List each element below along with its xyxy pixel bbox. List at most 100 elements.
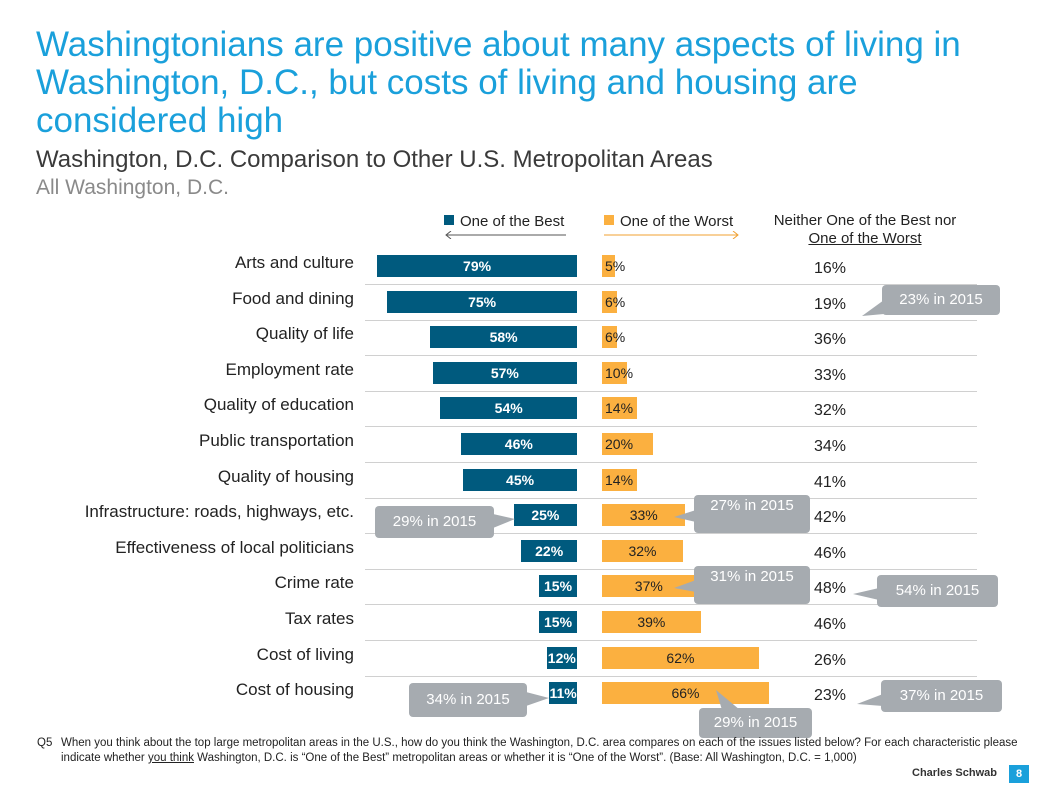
- bar-worst-label: 10%: [605, 365, 634, 381]
- bar-worst: [602, 540, 683, 562]
- bar-worst-label: 6%: [605, 329, 626, 345]
- bar-worst-label: 6%: [605, 294, 626, 310]
- legend-neither-line2: One of the Worst: [808, 230, 922, 247]
- row-separator: [365, 426, 977, 427]
- bar-best: [539, 575, 577, 597]
- bar-best-label: 75%: [468, 294, 497, 310]
- legend-neither: Neither One of the Best nor One of the W…: [757, 212, 973, 248]
- category-label: Cost of living: [256, 645, 354, 664]
- callout-housing-best: 34% in 2015: [409, 683, 527, 717]
- callout-food-neither: 23% in 2015: [882, 285, 1000, 315]
- callout-housing-neither: 37% in 2015: [881, 680, 1002, 712]
- callout-infra-best-pointer: [493, 514, 515, 528]
- bar-worst-label: 39%: [637, 614, 666, 630]
- bar-best: [387, 291, 577, 313]
- category-label: Quality of housing: [217, 467, 354, 486]
- bar-worst: [602, 575, 696, 597]
- bar-best: [549, 682, 577, 704]
- bar-worst: [602, 682, 769, 704]
- callout-infra-worst-pointer: [674, 510, 696, 522]
- bar-worst: [602, 433, 653, 455]
- legend-worst-swatch: [604, 215, 614, 225]
- bar-worst: [602, 291, 618, 313]
- callout-infra-worst: 27% in 2015: [694, 495, 810, 533]
- callout-crime-worst-pointer: [674, 580, 696, 592]
- bar-best-label: 15%: [544, 578, 573, 594]
- neither-value: 34%: [814, 438, 847, 455]
- bar-worst-label: 32%: [628, 543, 657, 559]
- category-label: Tax rates: [285, 609, 354, 628]
- bar-best: [521, 540, 577, 562]
- row-separator: [365, 355, 977, 356]
- callout-housing-worst: 29% in 2015: [699, 708, 812, 738]
- bar-worst-label: 20%: [605, 436, 634, 452]
- row-separator: [365, 391, 977, 392]
- bar-best-label: 15%: [544, 614, 573, 630]
- row-separator: [365, 320, 977, 321]
- footnote-underlined: you think: [147, 752, 194, 764]
- neither-value: 48%: [814, 580, 847, 597]
- category-label: Quality of life: [255, 324, 354, 343]
- category-label: Food and dining: [232, 289, 354, 308]
- bar-best: [463, 469, 577, 491]
- legend-worst: One of the Worst: [604, 213, 733, 230]
- neither-value: 42%: [814, 509, 847, 526]
- legend-best-arrow: [445, 231, 566, 239]
- legend-worst-arrow: [604, 231, 739, 239]
- bar-best-label: 79%: [463, 258, 492, 274]
- bar-worst: [602, 326, 618, 348]
- brand-logo-text: Charles Schwab: [912, 767, 997, 779]
- bar-best: [440, 397, 577, 419]
- bar-worst-label: 33%: [629, 507, 658, 523]
- row-separator: [365, 284, 977, 285]
- bar-worst: [602, 611, 701, 633]
- bar-best: [377, 255, 577, 277]
- bar-worst-label: 14%: [605, 472, 634, 488]
- bar-best: [430, 326, 577, 348]
- category-label: Arts and culture: [234, 253, 354, 272]
- footnote-part2: Washington, D.C. is “One of the Best” me…: [193, 752, 857, 764]
- legend-best-swatch: [444, 215, 454, 225]
- bar-worst: [602, 647, 759, 669]
- bar-worst: [602, 397, 638, 419]
- neither-value: 46%: [814, 616, 847, 633]
- bar-best: [460, 433, 577, 455]
- neither-value: 41%: [814, 474, 847, 491]
- page-number: 8: [1009, 765, 1029, 783]
- footnote: Q5 When you think about the top large me…: [37, 736, 1027, 766]
- bar-worst: [602, 504, 686, 526]
- bar-worst-label: 62%: [666, 650, 695, 666]
- slide-title: Washingtonians are positive about many a…: [36, 25, 961, 140]
- bar-best-label: 57%: [490, 365, 519, 381]
- bar-best: [432, 362, 577, 384]
- callout-crime-worst: 31% in 2015: [694, 566, 810, 604]
- bar-worst: [602, 362, 628, 384]
- neither-value: 36%: [814, 331, 847, 348]
- bar-best-label: 11%: [549, 685, 577, 701]
- bar-worst: [602, 255, 615, 277]
- bar-best: [513, 504, 577, 526]
- neither-value: 19%: [814, 296, 847, 313]
- callout-housing-best-pointer: [526, 692, 549, 706]
- legend-best: One of the Best: [444, 213, 564, 230]
- bar-worst-label: 37%: [634, 578, 663, 594]
- base-label: All Washington, D.C.: [36, 176, 229, 199]
- legend-best-label: One of the Best: [460, 213, 565, 230]
- neither-value: 16%: [814, 260, 847, 277]
- category-label: Crime rate: [274, 573, 354, 592]
- callout-housing-neither-pointer: [857, 694, 883, 706]
- row-separator: [365, 533, 977, 534]
- bar-best-label: 22%: [535, 543, 564, 559]
- bar-worst-label: 5%: [605, 258, 626, 274]
- category-label: Employment rate: [225, 360, 355, 379]
- callout-housing-worst-pointer: [716, 690, 740, 710]
- bar-best: [546, 647, 577, 669]
- callout-food-neither-pointer: [862, 300, 884, 316]
- category-label: Infrastructure: roads, highways, etc.: [84, 502, 354, 521]
- bar-worst-label: 66%: [671, 685, 700, 701]
- neither-value: 23%: [814, 687, 847, 704]
- bar-best-label: 58%: [489, 329, 518, 345]
- row-separator: [365, 604, 977, 605]
- category-label: Public transportation: [199, 431, 354, 450]
- category-label: Quality of education: [203, 395, 354, 414]
